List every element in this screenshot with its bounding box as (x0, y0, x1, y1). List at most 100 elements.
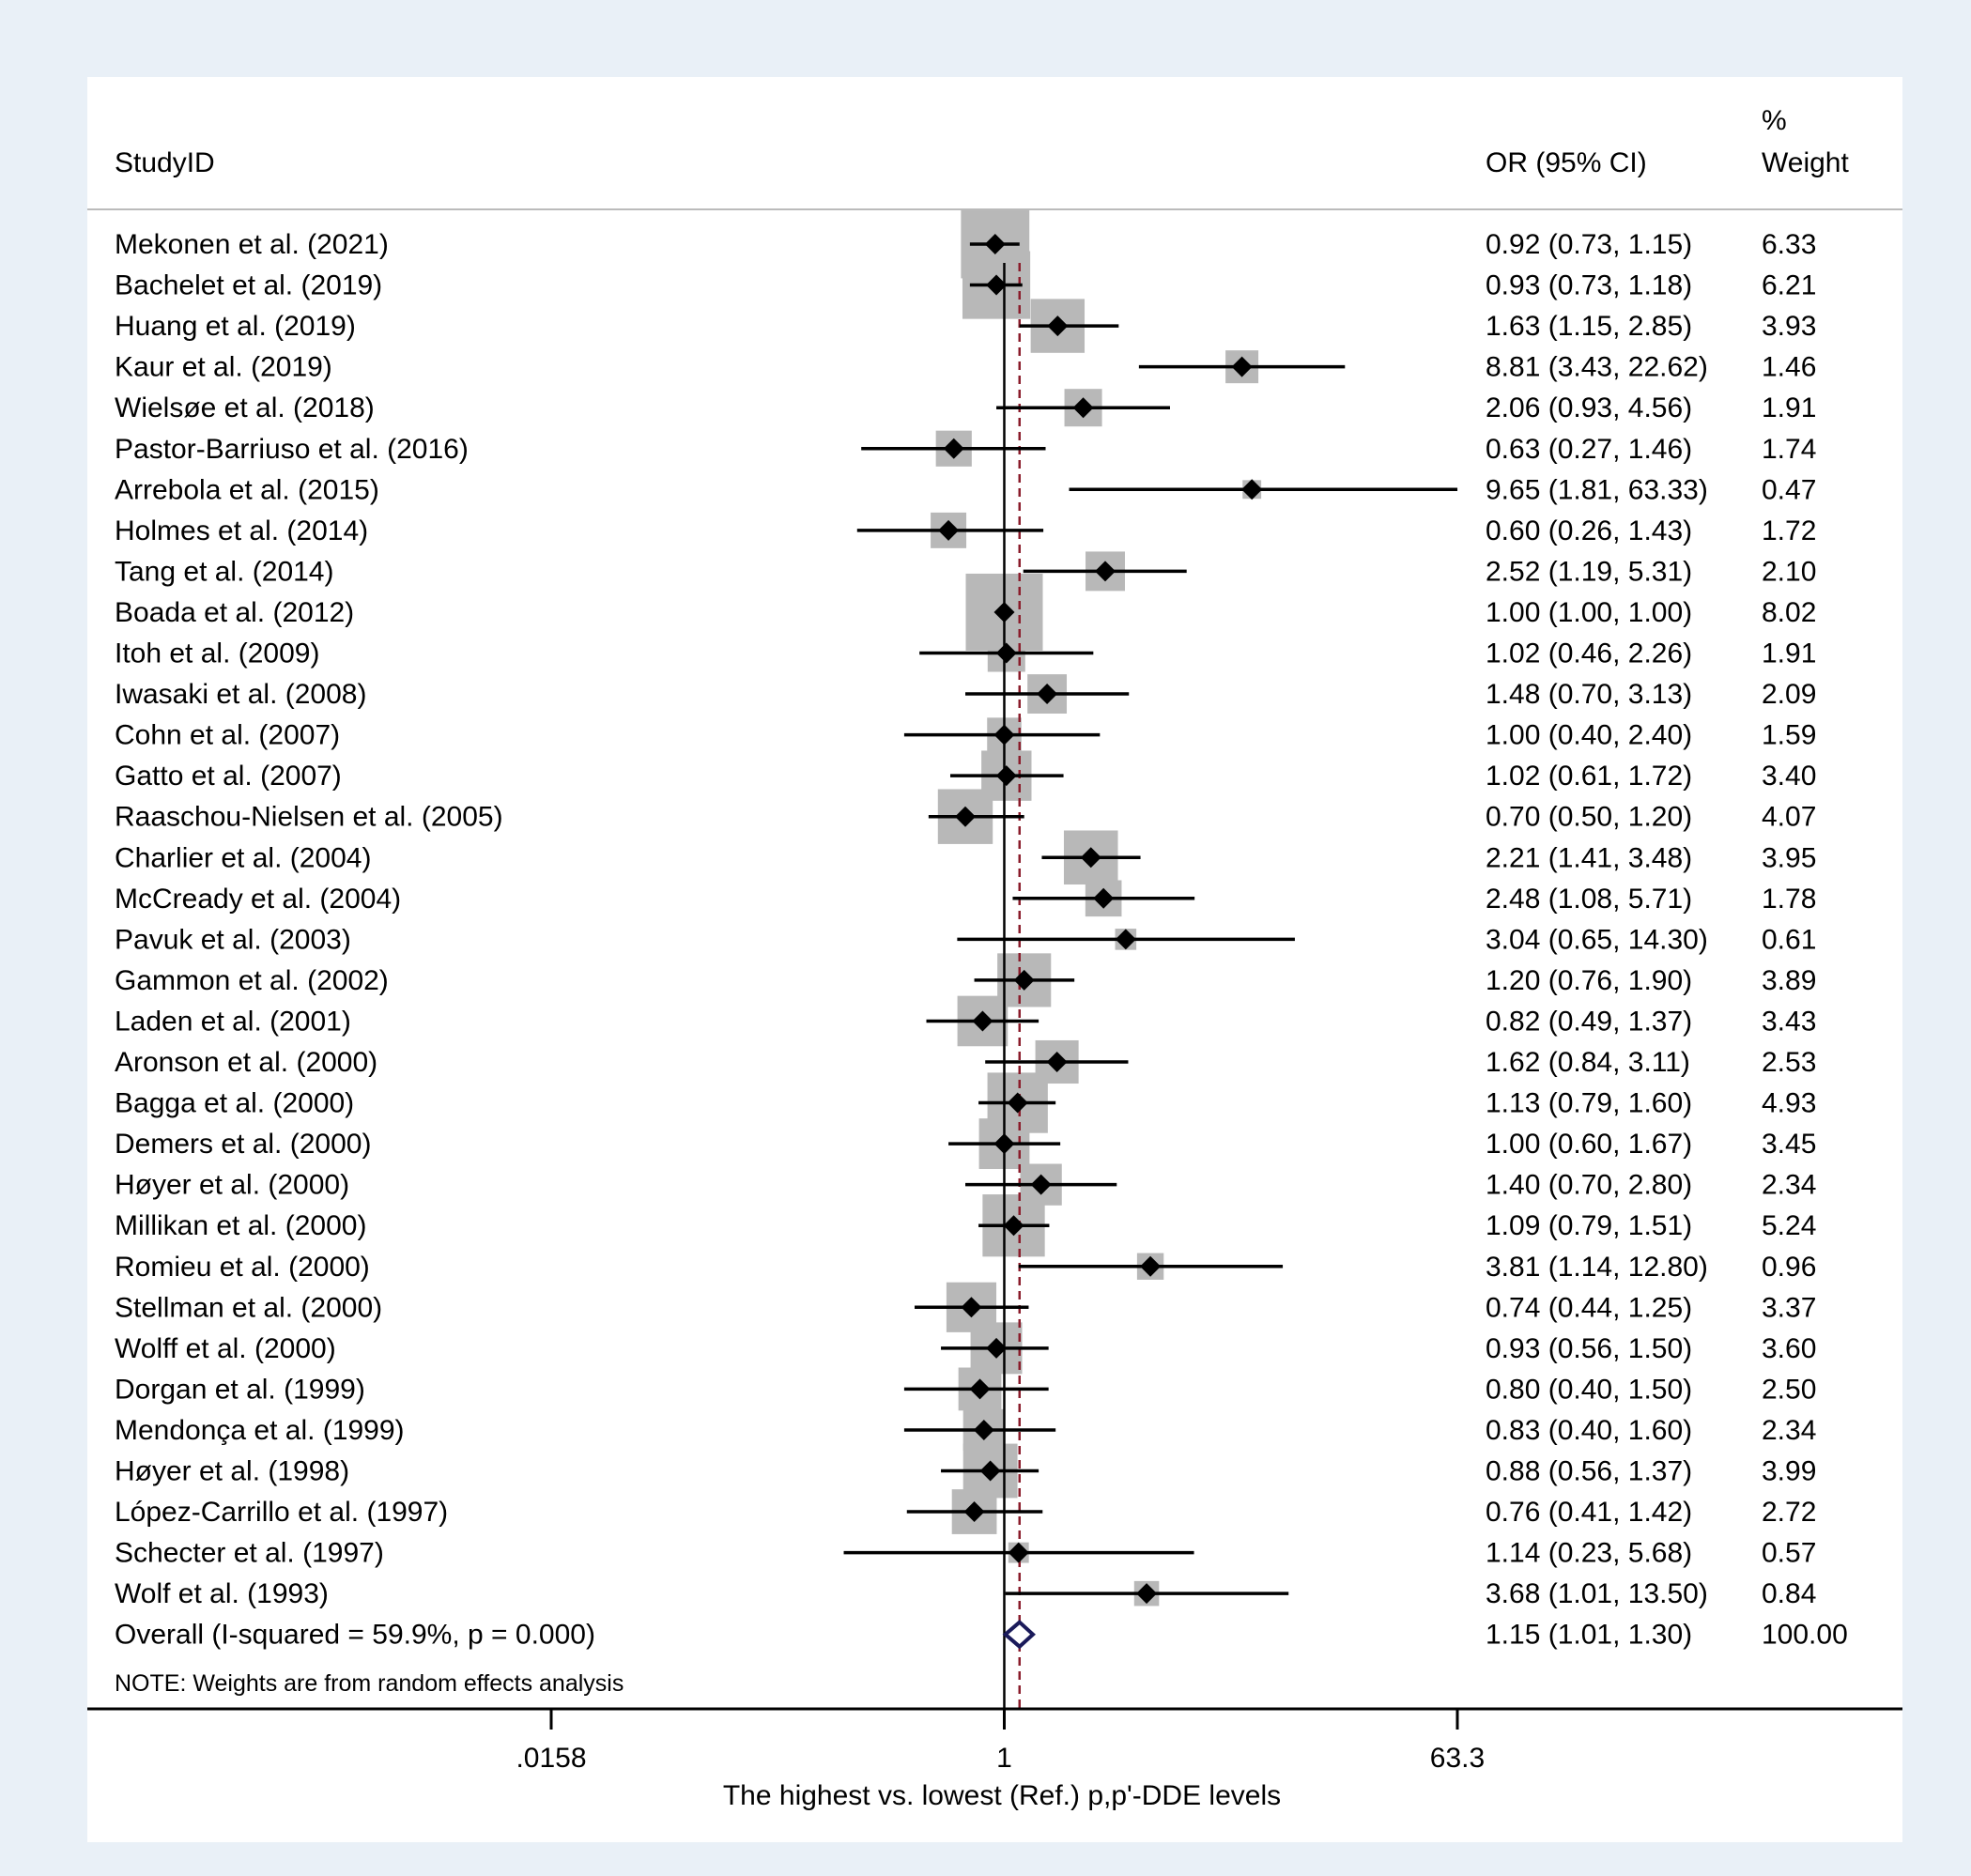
overall-diamond (1002, 1620, 1036, 1650)
study-weight: 3.89 (1762, 965, 1816, 996)
study-label: Tang et al. (2014) (115, 556, 333, 587)
x-tick-label: 63.3 (1430, 1743, 1485, 1774)
study-weight: 0.47 (1762, 474, 1816, 505)
point-estimate (993, 601, 1015, 623)
study-weight: 1.59 (1762, 720, 1816, 751)
study-weight: 0.61 (1762, 924, 1816, 955)
point-estimate (1008, 1542, 1029, 1563)
study-weight: 1.46 (1762, 352, 1816, 383)
point-estimate (1007, 1092, 1028, 1114)
study-estimate: 1.00 (0.40, 2.40) (1486, 720, 1692, 751)
weight-header-symbol: % (1762, 105, 1787, 136)
study-label: Millikan et al. (2000) (115, 1210, 366, 1241)
study-label: Mendonça et al. (1999) (115, 1415, 405, 1446)
point-estimate (1047, 315, 1069, 337)
study-estimate: 2.06 (0.93, 4.56) (1486, 392, 1692, 423)
study-weight: 1.78 (1762, 884, 1816, 915)
study-estimate: 1.13 (0.79, 1.60) (1486, 1088, 1692, 1119)
point-estimate (979, 1460, 1001, 1482)
study-weight: 3.95 (1762, 842, 1816, 873)
study-label: Cohn et al. (2007) (115, 720, 340, 751)
study-estimate: 1.48 (0.70, 3.13) (1486, 679, 1692, 710)
point-estimate (1080, 847, 1101, 869)
study-label: Høyer et al. (2000) (115, 1170, 349, 1201)
study-estimate: 1.02 (0.46, 2.26) (1486, 638, 1692, 669)
study-estimate: 8.81 (3.43, 22.62) (1486, 352, 1708, 383)
study-label: Pastor-Barriuso et al. (2016) (115, 434, 469, 465)
study-label: Schecter et al. (1997) (115, 1538, 384, 1569)
point-estimate (943, 438, 964, 459)
study-estimate: 0.83 (0.40, 1.60) (1486, 1415, 1692, 1446)
study-label: Huang et al. (2019) (115, 311, 356, 342)
study-label: Romieu et al. (2000) (115, 1252, 370, 1283)
study-column-header: StudyID (115, 147, 215, 178)
study-label: Stellman et al. (2000) (115, 1292, 382, 1323)
study-label: Høyer et al. (1998) (115, 1456, 349, 1487)
study-label: Bachelet et al. (2019) (115, 270, 382, 301)
study-weight: 3.60 (1762, 1333, 1816, 1364)
point-estimate (1095, 561, 1116, 582)
study-label: Holmes et al. (2014) (115, 515, 368, 546)
study-estimate: 1.00 (0.60, 1.67) (1486, 1129, 1692, 1160)
study-weight: 3.45 (1762, 1129, 1816, 1160)
study-label: Laden et al. (2001) (115, 1006, 351, 1037)
study-estimate: 9.65 (1.81, 63.33) (1486, 474, 1708, 505)
study-label: Dorgan et al. (1999) (115, 1374, 365, 1405)
study-estimate: 1.63 (1.15, 2.85) (1486, 311, 1692, 342)
study-label: Iwasaki et al. (2008) (115, 679, 366, 710)
estimate-column-header: OR (95% CI) (1486, 147, 1647, 178)
x-tick-label: 1 (996, 1743, 1012, 1774)
study-estimate: 1.14 (0.23, 5.68) (1486, 1538, 1692, 1569)
study-weight: 1.74 (1762, 434, 1816, 465)
point-estimate (1046, 1052, 1068, 1072)
study-weight: 6.21 (1762, 270, 1816, 301)
study-label: Boada et al. (2012) (115, 597, 354, 628)
point-estimate (963, 1501, 985, 1523)
overall-estimate: 1.15 (1.01, 1.30) (1486, 1620, 1692, 1651)
study-weight: 3.40 (1762, 761, 1816, 792)
point-estimate (1030, 1174, 1052, 1195)
study-label: Kaur et al. (2019) (115, 352, 332, 383)
study-estimate: 3.68 (1.01, 13.50) (1486, 1578, 1708, 1609)
point-estimate (1231, 356, 1253, 377)
study-label: Demers et al. (2000) (115, 1129, 371, 1160)
study-estimate: 1.09 (0.79, 1.51) (1486, 1210, 1692, 1241)
study-label: López-Carrillo et al. (1997) (115, 1497, 448, 1528)
point-estimate (969, 1378, 991, 1400)
x-axis-label: The highest vs. lowest (Ref.) p,p'-DDE l… (723, 1780, 1281, 1811)
point-estimate (1115, 929, 1136, 950)
study-estimate: 0.70 (0.50, 1.20) (1486, 802, 1692, 833)
weight-column-header: Weight (1762, 147, 1849, 178)
study-label: Mekonen et al. (2021) (115, 229, 389, 260)
study-weight: 2.10 (1762, 556, 1816, 587)
x-tick-label: .0158 (516, 1743, 586, 1774)
study-weight: 3.99 (1762, 1456, 1816, 1487)
overall-weight: 100.00 (1762, 1620, 1848, 1651)
study-weight: 5.24 (1762, 1210, 1816, 1241)
study-estimate: 0.60 (0.26, 1.43) (1486, 515, 1692, 546)
point-estimate (1093, 887, 1115, 909)
study-estimate: 0.80 (0.40, 1.50) (1486, 1374, 1692, 1405)
study-weight: 2.34 (1762, 1170, 1816, 1201)
study-estimate: 3.04 (0.65, 14.30) (1486, 924, 1708, 955)
study-weight: 3.43 (1762, 1006, 1816, 1037)
study-estimate: 0.82 (0.49, 1.37) (1486, 1006, 1692, 1037)
study-weight: 0.84 (1762, 1578, 1816, 1609)
point-estimate (995, 765, 1017, 787)
study-weight: 2.34 (1762, 1415, 1816, 1446)
point-estimate (938, 519, 960, 541)
point-estimate (973, 1419, 994, 1440)
study-label: Arrebola et al. (2015) (115, 474, 379, 505)
study-estimate: 1.02 (0.61, 1.72) (1486, 761, 1692, 792)
study-label: Charlier et al. (2004) (115, 842, 371, 873)
point-estimate (984, 234, 1006, 254)
study-label: Pavuk et al. (2003) (115, 924, 351, 955)
point-estimate (1013, 969, 1035, 991)
point-estimate (1241, 479, 1263, 500)
study-estimate: 0.63 (0.27, 1.46) (1486, 434, 1692, 465)
study-weight: 2.50 (1762, 1374, 1816, 1405)
study-estimate: 1.20 (0.76, 1.90) (1486, 965, 1692, 996)
study-weight: 1.91 (1762, 392, 1816, 423)
study-weight: 3.93 (1762, 311, 1816, 342)
point-estimate (972, 1010, 993, 1032)
